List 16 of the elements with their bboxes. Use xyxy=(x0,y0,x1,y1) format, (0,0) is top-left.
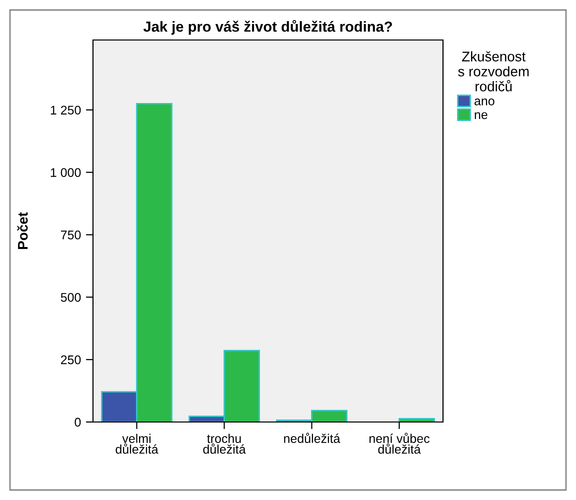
legend-title: Zkušenost s rozvodem rodičů xyxy=(458,51,529,92)
y-axis-title: Počet xyxy=(17,212,28,249)
x-tick-label: velmi důležitá xyxy=(116,434,158,454)
chart-title: Jak je pro váš život důležitá rodina? xyxy=(143,20,392,35)
x-tick-label: trochu důležitá xyxy=(203,434,246,454)
y-tick-label: 1 000 xyxy=(50,168,81,177)
bar xyxy=(398,418,435,422)
y-tick-label: 250 xyxy=(60,355,81,364)
y-tick-label: 750 xyxy=(60,230,81,240)
x-tick-label: nedůležitá xyxy=(284,432,340,443)
x-tick-label: není vůbec důležitá xyxy=(370,432,430,454)
y-tick-label: 0 xyxy=(74,418,81,427)
y-tick-label: 500 xyxy=(60,292,81,302)
legend-label: ano xyxy=(474,98,494,106)
legend-label: ne xyxy=(474,112,488,120)
y-tick-label: 1 250 xyxy=(50,106,81,115)
